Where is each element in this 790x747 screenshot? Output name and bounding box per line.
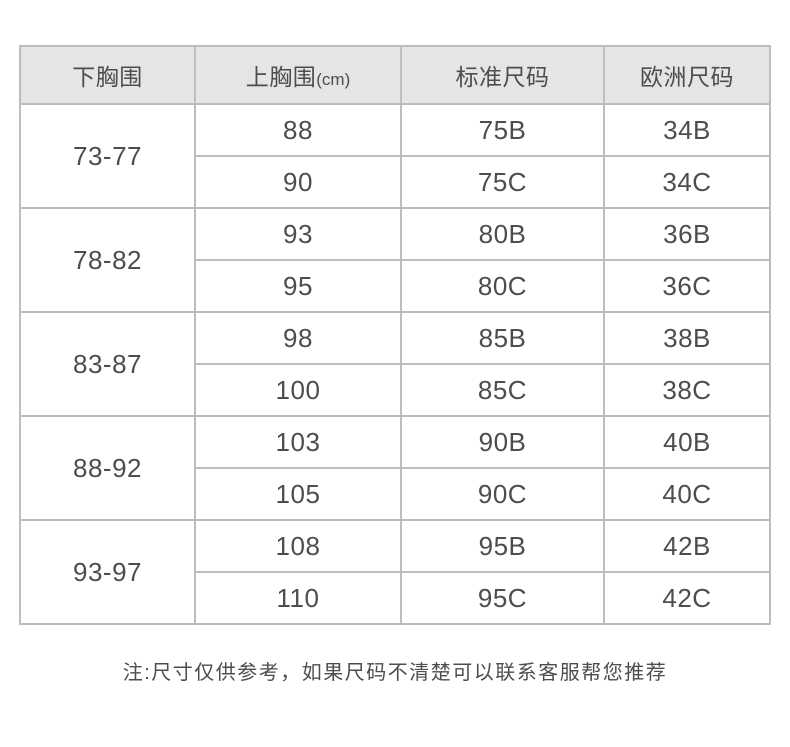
table-row: 78-82 93 80B 36B <box>19 207 771 313</box>
table-row: 73-77 88 75B 34B <box>19 103 771 209</box>
column-header-bust-unit: (cm) <box>316 70 351 89</box>
table-row: 83-87 98 85B 38B <box>19 311 771 417</box>
eu-size-cell: 42B <box>603 519 771 573</box>
table-row: 105 90C 40C <box>20 467 771 521</box>
size-note: 注:尺寸仅供参考，如果尺码不清楚可以联系客服帮您推荐 <box>122 662 668 684</box>
column-header-underbust: 下胸围 <box>19 45 196 105</box>
bust-cell: 95 <box>194 259 402 313</box>
cn-size-cell: 90B <box>400 415 605 469</box>
table-row: 88-92 103 90B 40B <box>19 415 771 521</box>
bust-cell: 88 <box>194 103 402 157</box>
cn-size-cell: 85B <box>400 311 605 365</box>
eu-size-cell: 36C <box>603 259 771 313</box>
table-row: 100 85C 38C <box>20 363 771 417</box>
eu-size-cell: 36B <box>603 207 771 261</box>
cn-size-cell: 80B <box>400 207 605 261</box>
cn-size-cell: 80C <box>400 259 605 313</box>
bust-cell: 105 <box>194 467 402 521</box>
bust-cell: 93 <box>194 207 402 261</box>
eu-size-cell: 34B <box>603 103 771 157</box>
table-row: 95 80C 36C <box>20 259 771 313</box>
column-header-cn-size-label: 标准尺码 <box>455 64 550 90</box>
bust-cell: 108 <box>194 519 402 573</box>
cn-size-cell: 75B <box>400 103 605 157</box>
table-row: 93-97 108 95B 42B <box>19 519 771 625</box>
underbust-range-cell: 73-77 <box>19 103 196 209</box>
cn-size-cell: 95C <box>400 571 605 625</box>
bust-cell: 103 <box>194 415 402 469</box>
header-row: 下胸围 上胸围(cm) 标准尺码 欧洲尺码 <box>19 45 771 105</box>
column-header-bust: 上胸围(cm) <box>194 45 402 105</box>
underbust-range-cell: 88-92 <box>19 415 196 521</box>
bra-size-table: 下胸围 上胸围(cm) 标准尺码 欧洲尺码 73-77 88 75B 34B 9… <box>19 45 771 625</box>
cn-size-cell: 90C <box>400 467 605 521</box>
bust-cell: 98 <box>194 311 402 365</box>
bust-cell: 100 <box>194 363 402 417</box>
bust-cell: 90 <box>194 155 402 209</box>
cn-size-cell: 75C <box>400 155 605 209</box>
cn-size-cell: 85C <box>400 363 605 417</box>
column-header-bust-label: 上胸围 <box>245 64 317 90</box>
cn-size-cell: 95B <box>400 519 605 573</box>
underbust-range-cell: 78-82 <box>19 207 196 313</box>
column-header-eu-size-label: 欧洲尺码 <box>640 64 734 90</box>
eu-size-cell: 40B <box>603 415 771 469</box>
table-row: 90 75C 34C <box>20 155 771 209</box>
underbust-range-cell: 83-87 <box>19 311 196 417</box>
eu-size-cell: 34C <box>603 155 771 209</box>
underbust-range-cell: 93-97 <box>19 519 196 625</box>
column-header-cn-size: 标准尺码 <box>400 45 605 105</box>
eu-size-cell: 38B <box>603 311 771 365</box>
eu-size-cell: 42C <box>603 571 771 625</box>
eu-size-cell: 40C <box>603 467 771 521</box>
eu-size-cell: 38C <box>603 363 771 417</box>
column-header-eu-size: 欧洲尺码 <box>603 45 771 105</box>
table-row: 110 95C 42C <box>20 571 771 625</box>
bust-cell: 110 <box>194 571 402 625</box>
column-header-underbust-label: 下胸围 <box>72 64 143 90</box>
